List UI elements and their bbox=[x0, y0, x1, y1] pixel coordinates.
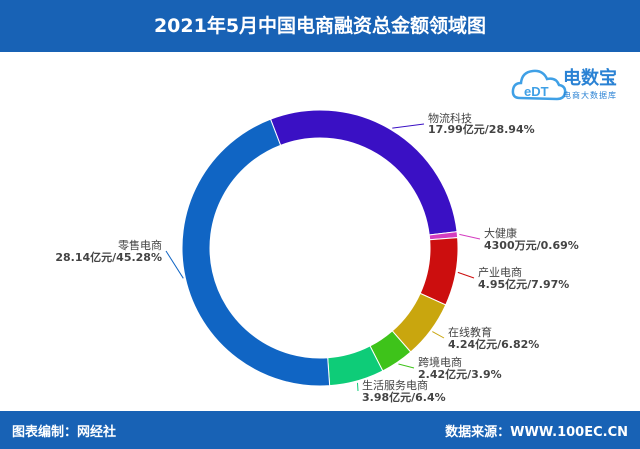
logo-brand: 电数宝 bbox=[563, 68, 617, 89]
slice-value-label-5: 2.42亿元/3.9% bbox=[418, 367, 502, 381]
slice-name-label-2: 大健康 bbox=[484, 226, 517, 240]
chart-title: 2021年5月中国电商融资总金额领域图 bbox=[153, 15, 487, 37]
leader-line-2 bbox=[459, 233, 481, 240]
logo-mark: eDT bbox=[524, 84, 549, 99]
leader-line-4 bbox=[432, 331, 445, 339]
slice-value-label-3: 4.95亿元/7.97% bbox=[478, 277, 569, 291]
slice-name-label-3: 产业电商 bbox=[478, 265, 522, 279]
cloud-logo-icon: eDT bbox=[511, 69, 567, 101]
footer-source-right: 数据来源：WWW.100EC.CN bbox=[445, 425, 628, 440]
slice-name-label-7: 零售电商 bbox=[118, 238, 162, 252]
leader-line-7 bbox=[165, 250, 184, 279]
title-bar bbox=[0, 0, 640, 52]
slice-7 bbox=[181, 118, 331, 387]
slice-name-label-6: 生活服务电商 bbox=[362, 378, 428, 392]
slice-value-label-2: 4300万元/0.69% bbox=[484, 239, 579, 252]
logo-subtitle: 电商大数据库 bbox=[563, 91, 617, 100]
slice-name-label-5: 跨境电商 bbox=[418, 355, 462, 369]
slice-value-label-1: 17.99亿元/28.94% bbox=[428, 122, 535, 136]
footer-bar: 图表编制：网经社 数据来源：WWW.100EC.CN bbox=[0, 411, 640, 449]
leader-line-5 bbox=[398, 363, 415, 369]
footer-source-left: 图表编制：网经社 bbox=[12, 425, 117, 440]
leader-line-1 bbox=[392, 123, 425, 129]
slice-name-label-4: 在线教育 bbox=[448, 325, 492, 339]
slice-value-label-4: 4.24亿元/6.82% bbox=[448, 337, 539, 351]
leader-line-3 bbox=[457, 271, 475, 279]
slice-value-label-7: 28.14亿元/45.28% bbox=[55, 250, 162, 264]
slice-value-label-6: 3.98亿元/6.4% bbox=[362, 390, 446, 404]
leader-line-6 bbox=[356, 382, 359, 392]
slice-name-label-1: 物流科技 bbox=[428, 111, 472, 125]
logo: eDT bbox=[510, 58, 634, 108]
slice-3 bbox=[419, 237, 459, 306]
